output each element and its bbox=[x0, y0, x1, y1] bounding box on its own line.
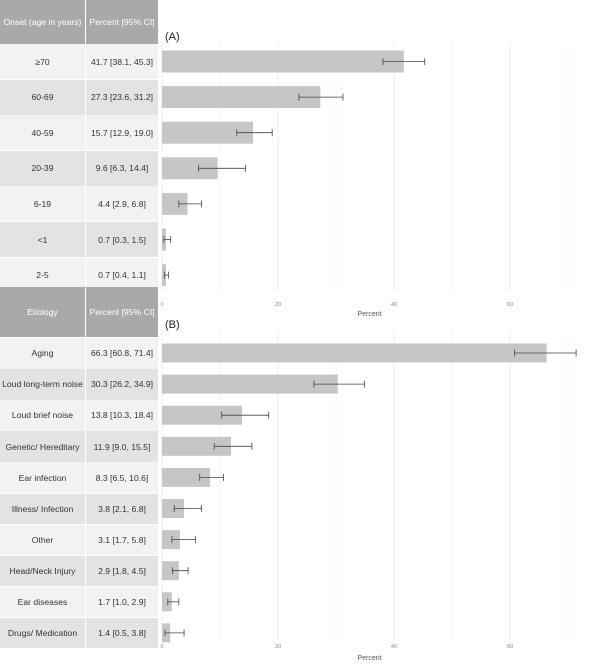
panel-b-title: (B) bbox=[165, 319, 180, 331]
etiology-row-label: Other bbox=[0, 524, 86, 556]
onset-row-percent: 15.7 [12.9, 19.0] bbox=[86, 115, 158, 151]
bar-b-5 bbox=[162, 499, 185, 518]
onset-header-percent: Percent [95% CI] bbox=[86, 0, 158, 44]
bar-a-3 bbox=[162, 157, 218, 180]
onset-row-percent: 4.4 [2.9, 6.8] bbox=[86, 186, 158, 222]
etiology-row-label: Aging bbox=[0, 338, 86, 369]
bar-b-8 bbox=[162, 592, 172, 612]
table-row: 6-19 4.4 [2.9, 6.8] bbox=[0, 186, 158, 223]
onset-row-label: 40-59 bbox=[0, 115, 86, 151]
onset-row-label: ≥70 bbox=[0, 44, 86, 79]
etiology-row-percent: 3.1 [1.7, 5.8] bbox=[86, 524, 158, 556]
table-row: <1 0.7 [0.3, 1.5] bbox=[0, 222, 158, 258]
x-tick-label-a: 60 bbox=[507, 302, 513, 308]
onset-header-row: Onset (age in years) Percent [95% CI] bbox=[0, 0, 158, 44]
table-row: 60-69 27.3 [23.6, 31.2] bbox=[0, 79, 158, 116]
etiology-table: Etiology Percent [95% CI] Aging 66.3 [60.8,… bbox=[0, 287, 158, 650]
bar-b-2 bbox=[162, 405, 243, 425]
table-row: Drugs/ Medication 1.4 [0.5, 3.8] bbox=[0, 617, 158, 650]
etiology-header-row: Etiology Percent [95% CI] bbox=[0, 287, 158, 337]
etiology-row-percent: 1.4 [0.5, 3.8] bbox=[86, 617, 158, 649]
table-row: Illness/ Infection 3.8 [2.1, 6.8] bbox=[0, 493, 158, 525]
etiology-row-percent: 1.7 [1.0, 2.9] bbox=[86, 586, 158, 618]
onset-row-label: 2-5 bbox=[0, 257, 86, 293]
table-row: Loud brief noise 13.8 [10.3, 18.4] bbox=[0, 400, 158, 432]
bar-b-0 bbox=[162, 343, 547, 363]
table-row: 40-59 15.7 [12.9, 19.0] bbox=[0, 115, 158, 152]
etiology-row-label: Loud long-term noise bbox=[0, 369, 86, 400]
etiology-row-percent: 3.8 [2.1, 6.8] bbox=[86, 493, 158, 524]
bar-b-6 bbox=[162, 530, 180, 550]
bar-a-1 bbox=[162, 86, 321, 109]
etiology-row-percent: 66.3 [60.8, 71.4] bbox=[86, 338, 158, 369]
onset-row-percent: 9.6 [6.3, 14.4] bbox=[86, 150, 158, 186]
etiology-row-label: Ear infection bbox=[0, 462, 86, 493]
etiology-row-percent: 30.3 [26.2, 34.9] bbox=[86, 369, 158, 400]
bar-b-3 bbox=[162, 436, 232, 456]
table-row: Ear diseases 1.7 [1.0, 2.9] bbox=[0, 586, 158, 619]
table-row: ≥70 41.7 [38.1, 45.3] bbox=[0, 44, 158, 80]
table-row: Ear infection 8.3 [6.5, 10.6] bbox=[0, 462, 158, 494]
onset-row-label: 6-19 bbox=[0, 186, 86, 222]
x-axis-label-a: Percent bbox=[357, 311, 381, 318]
etiology-row-label: Drugs/ Medication bbox=[0, 617, 86, 649]
onset-row-label: 20-39 bbox=[0, 150, 86, 186]
x-tick-label-a: 20 bbox=[275, 302, 281, 308]
table-row: Genetic/ Hereditary 11.9 [9.0, 15.5] bbox=[0, 431, 158, 463]
etiology-header-percent: Percent [95% CI] bbox=[86, 287, 158, 337]
etiology-row-label: Loud brief noise bbox=[0, 400, 86, 431]
bar-b-4 bbox=[162, 467, 211, 487]
x-tick-label-b: 0 bbox=[160, 644, 163, 650]
x-tick-label-b: 60 bbox=[507, 644, 513, 650]
bar-b-1 bbox=[162, 374, 338, 394]
etiology-row-label: Ear diseases bbox=[0, 586, 86, 618]
etiology-row-label: Illness/ Infection bbox=[0, 493, 86, 524]
x-tick-label-a: 40 bbox=[391, 302, 397, 308]
etiology-header-label: Etiology bbox=[0, 287, 86, 337]
etiology-row-percent: 2.9 [1.8, 4.5] bbox=[86, 555, 158, 587]
onset-row-percent: 41.7 [38.1, 45.3] bbox=[86, 44, 158, 79]
x-axis-label-b: Percent bbox=[357, 655, 381, 662]
table-row: 20-39 9.6 [6.3, 14.4] bbox=[0, 150, 158, 187]
table-row: Aging 66.3 [60.8, 71.4] bbox=[0, 338, 158, 370]
onset-row-percent: 0.7 [0.3, 1.5] bbox=[86, 222, 158, 257]
bar-b-7 bbox=[162, 561, 179, 581]
table-row: Head/Neck Injury 2.9 [1.8, 4.5] bbox=[0, 555, 158, 588]
onset-header-label: Onset (age in years) bbox=[0, 0, 86, 44]
onset-row-label: 60-69 bbox=[0, 79, 86, 115]
onset-table: Onset (age in years) Percent [95% CI] ≥70 4… bbox=[0, 0, 158, 294]
table-row: 2-5 0.7 [0.4, 1.1] bbox=[0, 257, 158, 294]
onset-row-percent: 0.7 [0.4, 1.1] bbox=[86, 257, 158, 293]
etiology-row-percent: 13.8 [10.3, 18.4] bbox=[86, 400, 158, 431]
etiology-row-label: Head/Neck Injury bbox=[0, 555, 86, 587]
panel-a-title: (A) bbox=[165, 31, 180, 43]
bar-a-4 bbox=[162, 192, 188, 215]
etiology-row-label: Genetic/ Hereditary bbox=[0, 431, 86, 462]
etiology-row-percent: 11.9 [9.0, 15.5] bbox=[86, 431, 158, 462]
etiology-row-percent: 8.3 [6.5, 10.6] bbox=[86, 462, 158, 493]
x-tick-label-a: 0 bbox=[160, 302, 163, 308]
bar-a-2 bbox=[162, 121, 254, 144]
onset-row-label: <1 bbox=[0, 222, 86, 257]
x-tick-label-b: 20 bbox=[275, 644, 281, 650]
onset-row-percent: 27.3 [23.6, 31.2] bbox=[86, 79, 158, 115]
bar-a-0 bbox=[162, 50, 404, 73]
table-row: Other 3.1 [1.7, 5.8] bbox=[0, 524, 158, 557]
x-tick-label-b: 40 bbox=[391, 644, 397, 650]
table-row: Loud long-term noise 30.3 [26.2, 34.9] bbox=[0, 369, 158, 401]
